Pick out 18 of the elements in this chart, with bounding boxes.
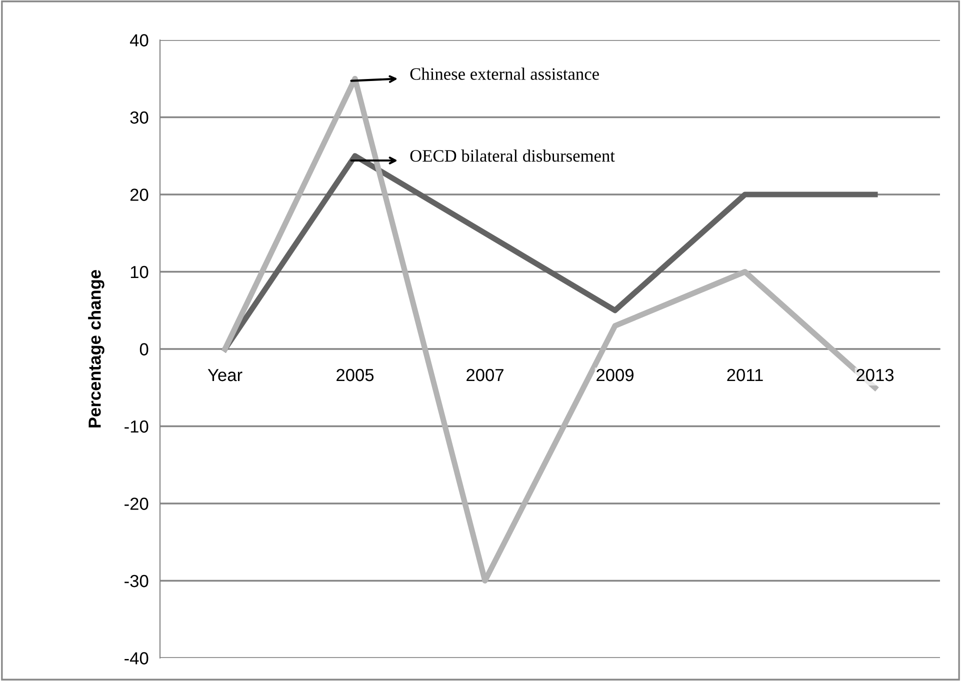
y-tick-label: -30 [124, 574, 148, 588]
y-tick-label: -20 [124, 498, 148, 510]
x-tick-label: 2013 [856, 368, 894, 382]
x-tick-label: 2005 [336, 368, 374, 382]
x-tick-label: 2011 [727, 368, 763, 382]
y-axis-title: Percentage change [88, 270, 104, 428]
y-tick-label: -10 [124, 420, 148, 433]
series-label: OECD bilateral disbursement [410, 150, 615, 162]
y-tick-label: 10 [130, 266, 148, 278]
y-tick-label: 40 [130, 34, 148, 46]
x-tick-label: 2007 [466, 368, 504, 382]
x-tick-label: 2009 [596, 368, 634, 382]
y-tick-label: -40 [124, 652, 148, 664]
y-tick-label: 30 [130, 111, 148, 124]
y-tick-label: 20 [130, 188, 148, 201]
x-tick-label: Year [208, 369, 242, 382]
y-tick-label: 0 [140, 343, 148, 356]
text: Chinese external assistance [410, 68, 599, 80]
